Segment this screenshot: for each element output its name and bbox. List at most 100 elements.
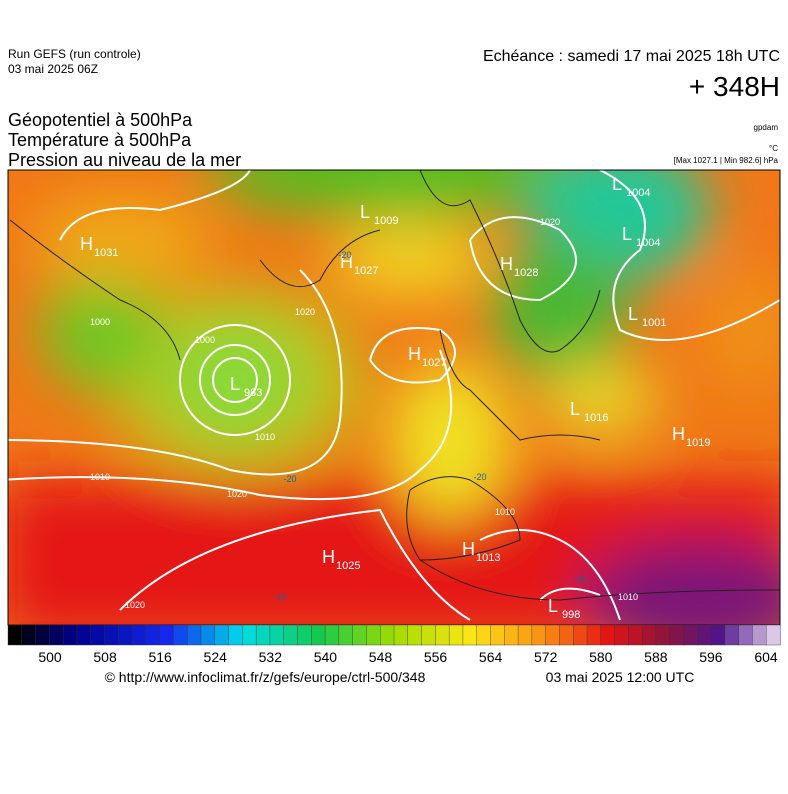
colorbar-swatch <box>766 624 781 646</box>
center-type: L <box>628 304 638 324</box>
colorbar-swatch <box>490 624 505 646</box>
colorbar-swatch <box>380 624 395 646</box>
colorbar-swatch <box>90 624 106 646</box>
colorbar-swatch <box>462 624 478 646</box>
center-type: L <box>360 202 370 222</box>
colorbar-swatch <box>283 624 299 646</box>
center-value: 1004 <box>626 187 650 199</box>
center-value: 1031 <box>94 247 118 259</box>
colorbar-swatch <box>752 624 767 646</box>
center-value: 1027 <box>422 357 446 369</box>
colorbar-label: 572 <box>534 649 558 665</box>
forecast-time: Echéance : samedi 17 mai 2025 18h UTC <box>483 48 780 65</box>
colorbar-swatch <box>407 624 423 646</box>
center-value: 1013 <box>476 552 500 564</box>
colorbar-swatch <box>476 624 492 646</box>
colorbar-swatch <box>76 624 92 646</box>
colorbar-swatch <box>573 624 588 646</box>
colorbar-label: 548 <box>369 649 393 665</box>
run-label: Run GEFS (run controle) <box>8 47 141 61</box>
colorbar-swatch <box>62 624 78 646</box>
colorbar-swatch <box>421 624 437 646</box>
colorbar-swatch <box>269 624 285 646</box>
colorbar-swatch <box>242 624 257 646</box>
unit: gpdam <box>754 123 779 132</box>
colorbar-swatch <box>559 624 574 646</box>
colorbar-swatch <box>49 624 64 646</box>
colorbar-label: 540 <box>314 649 338 665</box>
colorbar-swatch <box>366 624 381 646</box>
isobar-label: 1020 <box>227 489 247 499</box>
colorbar-swatch <box>641 624 657 646</box>
isobar-label: 1000 <box>195 335 215 345</box>
colorbar-swatch <box>159 624 175 646</box>
center-value: 998 <box>562 609 580 621</box>
colorbar-label: 532 <box>259 649 283 665</box>
colorbar-swatch <box>255 624 271 646</box>
colorbar-swatch <box>710 624 726 646</box>
colorbar-swatch <box>145 624 161 646</box>
colorbar-label: 580 <box>589 649 613 665</box>
center-type: H <box>500 254 513 274</box>
center-type: H <box>462 539 475 559</box>
isobar-label: 1020 <box>125 600 145 610</box>
isobar-label: 1010 <box>618 592 638 602</box>
center-type: L <box>612 174 622 194</box>
center-type: H <box>80 234 93 254</box>
colorbar-swatch <box>118 624 133 646</box>
temperature-label: -20 <box>338 250 351 260</box>
colorbar-swatch <box>131 624 147 646</box>
colorbar-swatch <box>586 624 602 646</box>
colorbar-label: 596 <box>699 649 723 665</box>
colorbar-label: 500 <box>38 649 62 665</box>
center-type: L <box>570 399 580 419</box>
colorbar-swatch <box>435 624 450 646</box>
center-value: 1001 <box>642 317 666 329</box>
lead-time: + 348H <box>689 71 780 102</box>
isobar-label: 1010 <box>495 507 515 517</box>
colorbar-swatch <box>683 624 698 646</box>
colorbar-swatch <box>517 624 533 646</box>
colorbar-swatch <box>324 624 340 646</box>
colorbar: 500 508 516 524 532 540 548 556 564 572 580 588 596 6… <box>7 624 781 665</box>
center-value: 1004 <box>636 237 660 249</box>
colorbar-swatch <box>628 624 643 646</box>
colorbar-swatch <box>393 624 409 646</box>
temperature-label: -10 <box>573 574 586 584</box>
isobar-label: 1020 <box>295 307 315 317</box>
colorbar-label: 524 <box>204 649 228 665</box>
temperature-label: -20 <box>283 474 296 484</box>
center-value: 1028 <box>514 267 538 279</box>
colorbar-swatch <box>738 624 754 646</box>
center-value: 1019 <box>686 437 710 449</box>
title-line: Pression au niveau de la mer <box>8 150 241 170</box>
unit: °C <box>769 144 778 153</box>
colorbar-swatch <box>600 624 616 646</box>
colorbar-swatch <box>697 624 712 646</box>
colorbar-label: 556 <box>424 649 448 665</box>
title-line: Température à 500hPa <box>8 130 192 150</box>
center-value: 1025 <box>336 560 360 572</box>
isobar-label: 1010 <box>90 472 110 482</box>
isobar-label: 1000 <box>90 317 110 327</box>
colorbar-label: 604 <box>754 649 778 665</box>
center-type: H <box>672 424 685 444</box>
colorbar-swatch <box>214 624 230 646</box>
colorbar-label: 588 <box>644 649 668 665</box>
colorbar-label: 508 <box>93 649 117 665</box>
isobar-label: 1020 <box>540 217 560 227</box>
colorbar-swatch <box>655 624 671 646</box>
colorbar-swatch <box>614 624 630 646</box>
colorbar-swatch <box>669 624 685 646</box>
colorbar-swatch <box>311 624 326 646</box>
colorbar-swatch <box>228 624 244 646</box>
colorbar-swatch <box>448 624 464 646</box>
center-value: 1009 <box>374 215 398 227</box>
colorbar-swatch <box>21 624 37 646</box>
colorbar-swatch <box>531 624 547 646</box>
map <box>8 170 780 625</box>
colorbar-swatch <box>173 624 188 646</box>
isobars <box>8 170 780 621</box>
unit: [Max 1027.1 | Min 982.6] hPa <box>674 156 779 165</box>
